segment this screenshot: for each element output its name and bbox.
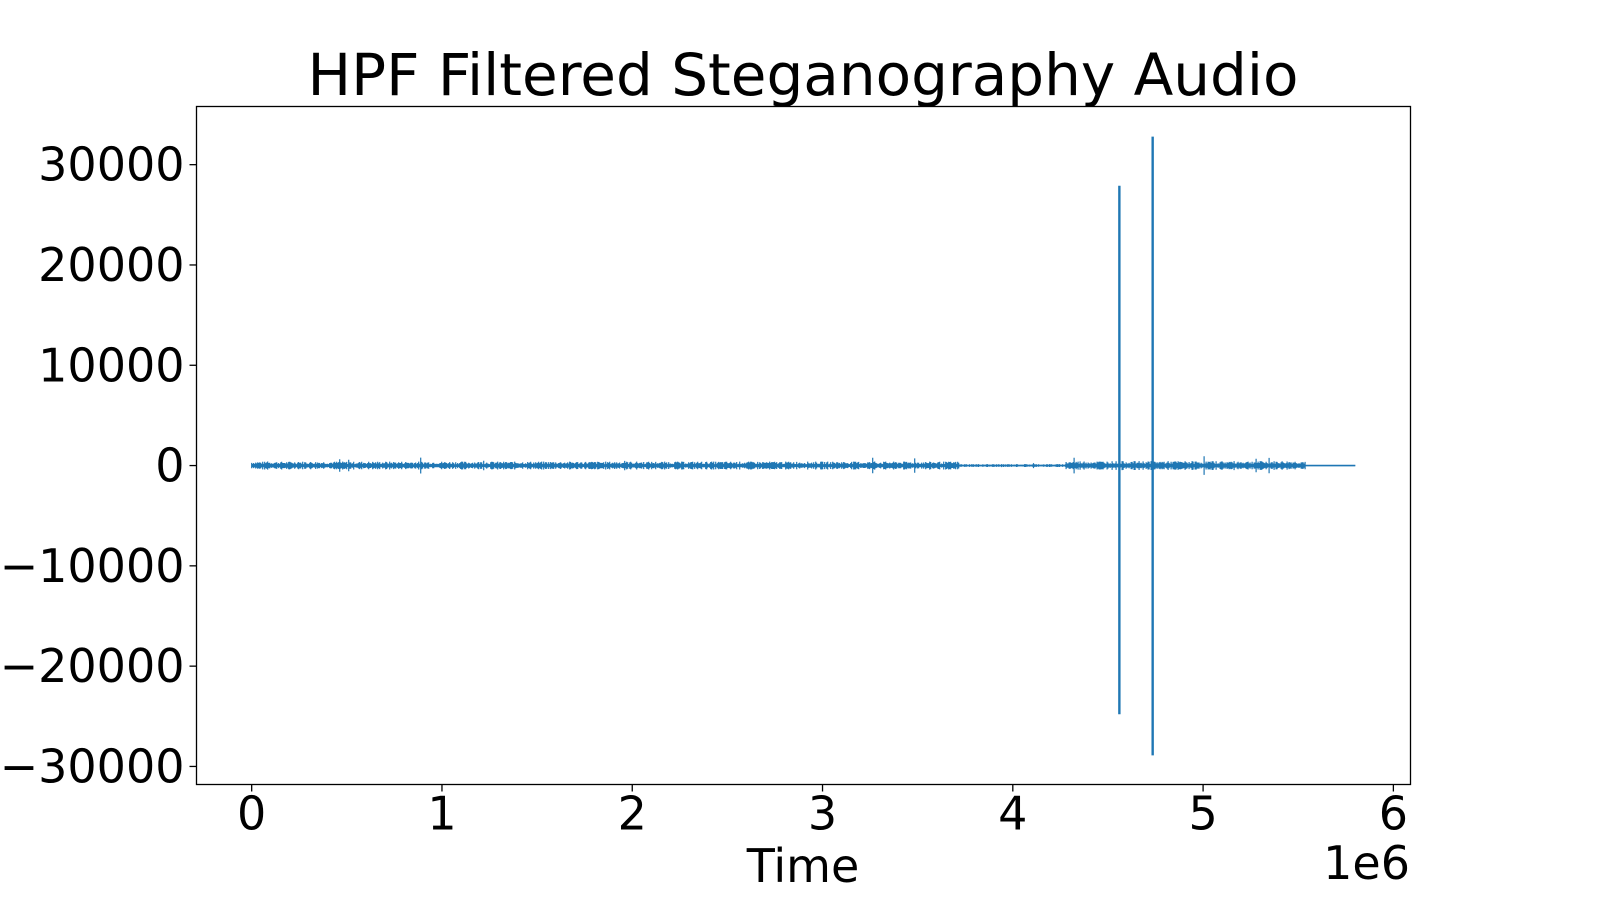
y-tick-label: 20000 bbox=[38, 238, 184, 292]
x-tick-label: 4 bbox=[998, 787, 1027, 841]
x-tick-label: 1 bbox=[427, 787, 456, 841]
x-tick-label: 3 bbox=[808, 787, 837, 841]
x-tick-label: 6 bbox=[1379, 787, 1408, 841]
series-noise bbox=[960, 463, 1066, 468]
series-noise bbox=[1066, 456, 1305, 475]
x-tick-label: 2 bbox=[618, 787, 647, 841]
series-line bbox=[252, 137, 1356, 756]
y-tick-label: −30000 bbox=[0, 739, 185, 793]
plot-frame bbox=[197, 107, 1411, 785]
x-tick-label: 5 bbox=[1188, 787, 1217, 841]
x-tick-label: 0 bbox=[237, 787, 266, 841]
x-axis-ticks: 0 1 2 3 4 5 6 bbox=[237, 785, 1408, 841]
y-tick-label: 30000 bbox=[38, 138, 184, 192]
x-axis-offset-label: 1e6 bbox=[1323, 836, 1410, 890]
series-noise bbox=[252, 458, 959, 474]
x-axis-label: Time bbox=[746, 839, 860, 893]
series-layer bbox=[252, 137, 1356, 756]
y-tick-label: −10000 bbox=[0, 539, 185, 593]
y-tick-label: −20000 bbox=[0, 639, 185, 693]
y-tick-label: 10000 bbox=[38, 338, 184, 392]
y-axis-ticks: 30000 20000 10000 0 −10000 −20000 −30000 bbox=[0, 138, 197, 794]
y-tick-label: 0 bbox=[155, 439, 184, 493]
chart-title: HPF Filtered Steganography Audio bbox=[308, 41, 1299, 109]
